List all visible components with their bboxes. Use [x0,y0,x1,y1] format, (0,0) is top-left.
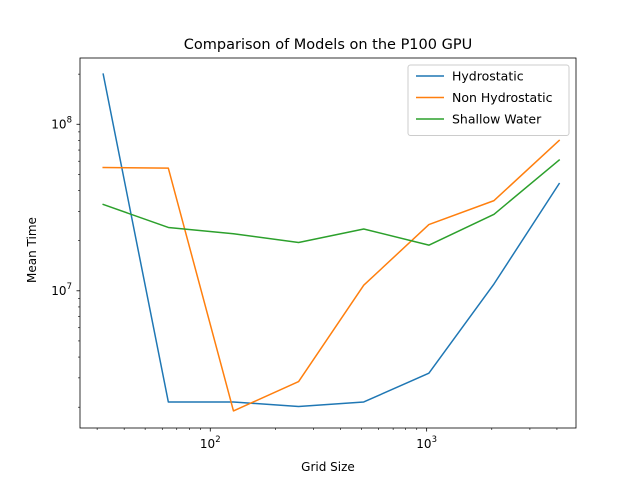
axes: 102 103 107 108 [51,57,577,451]
chart-title: Comparison of Models on the P100 GPU [184,37,472,53]
series-line-3 [102,158,561,246]
x-axis-label: Grid Size [301,460,355,474]
x-tick-label: 102 [200,435,221,451]
legend-label-2: Non Hydrostatic [452,90,553,105]
legend-label-1: Hydrostatic [452,69,524,84]
legend-label-3: Shallow Water [452,112,542,127]
y-tick-label: 108 [51,115,72,131]
y-tick-label: 107 [51,282,72,298]
plot-area [102,73,561,412]
y-axis-label: Mean Time [25,217,39,283]
legend-box [407,64,570,136]
legend: Hydrostatic Non Hydrostatic Shallow Water [407,64,570,136]
x-tick-label: 103 [416,435,437,451]
series-line-2 [102,139,561,412]
axes-frame [79,57,577,429]
series-line-1 [102,73,561,408]
